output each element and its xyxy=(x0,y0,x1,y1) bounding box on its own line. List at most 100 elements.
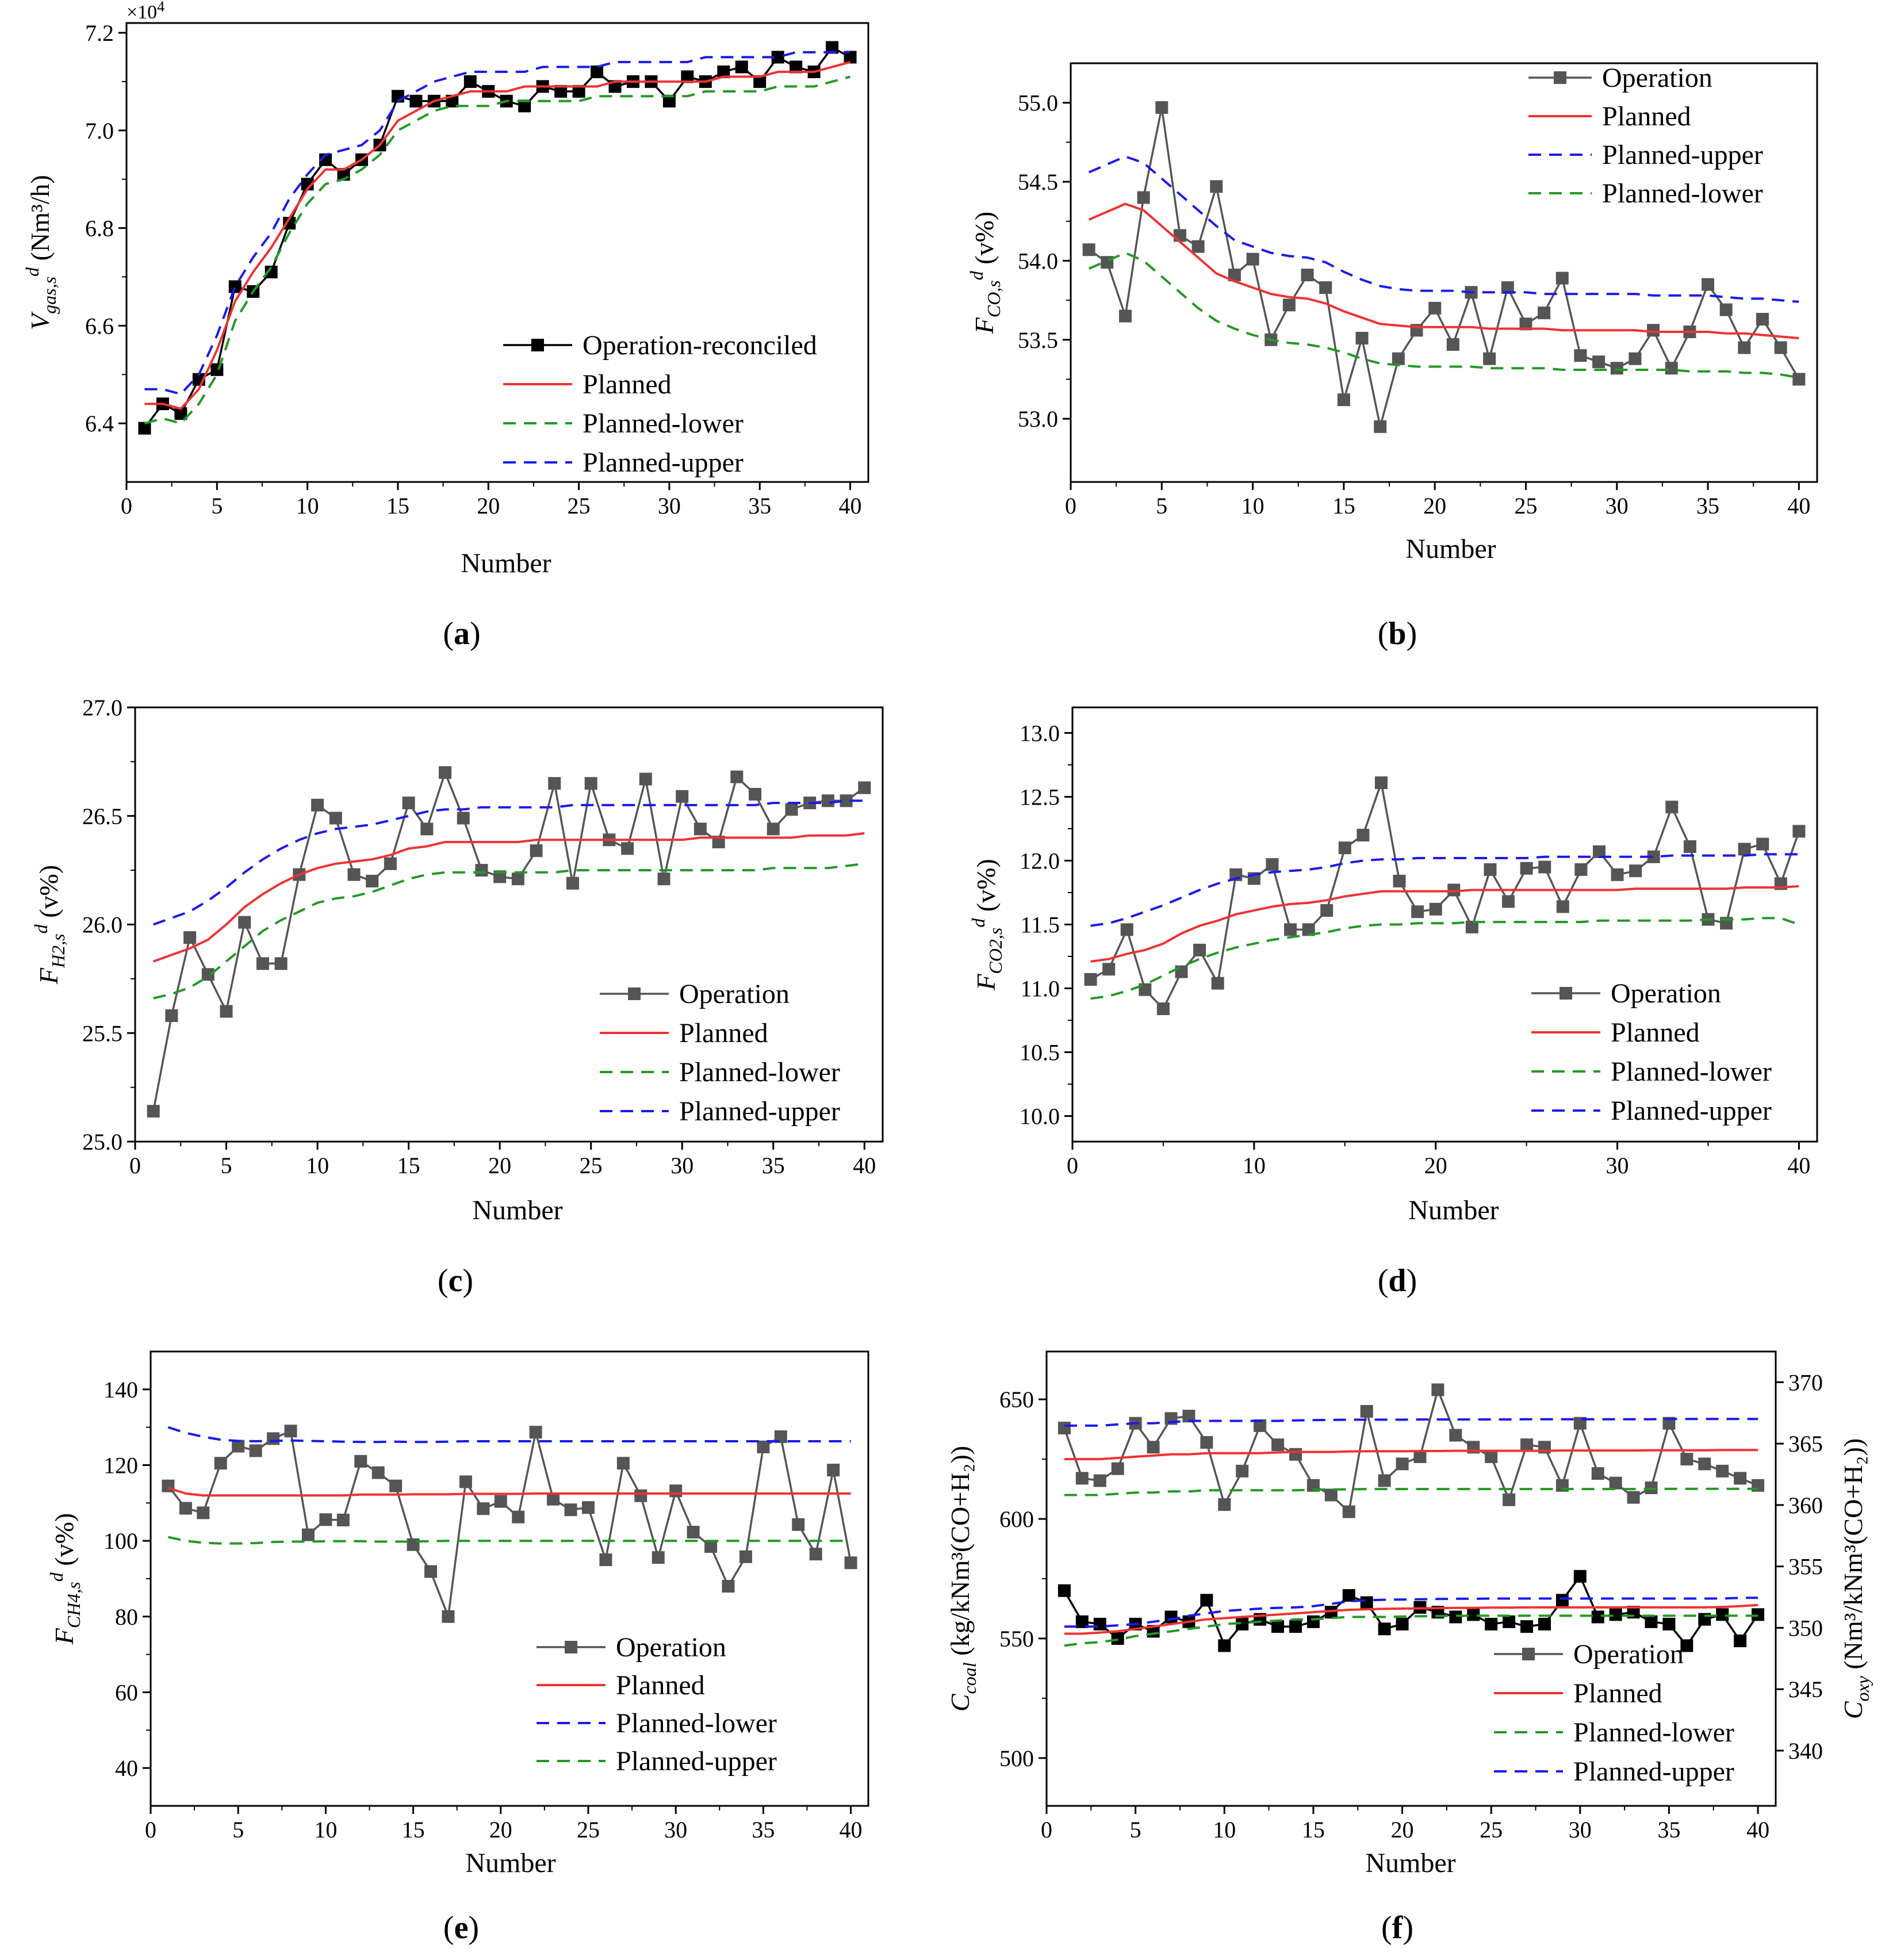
series-planned-lower-2 xyxy=(153,862,865,1000)
data-point xyxy=(1360,1404,1373,1418)
data-point xyxy=(1698,1457,1711,1471)
series-line xyxy=(1090,885,1799,963)
x-tick-label: 5 xyxy=(211,493,223,519)
x-axis-label: Number xyxy=(1408,1195,1499,1226)
data-point xyxy=(1629,864,1642,878)
x-tick-label: 0 xyxy=(129,1153,141,1178)
data-point xyxy=(1282,298,1296,312)
data-point xyxy=(1301,269,1314,282)
data-point xyxy=(1447,883,1461,897)
x-tick-label: 10 xyxy=(1243,1153,1266,1178)
legend-label: Planned xyxy=(616,1670,705,1701)
data-point xyxy=(475,864,488,877)
data-point xyxy=(753,75,767,88)
data-point xyxy=(1413,1450,1427,1463)
data-point xyxy=(1075,1615,1089,1628)
data-point xyxy=(1538,1618,1551,1630)
series-line xyxy=(1063,1388,1758,1513)
x-tick-label: 15 xyxy=(1302,1817,1325,1843)
data-point xyxy=(1702,278,1715,291)
data-point xyxy=(1392,352,1405,365)
data-point xyxy=(572,85,585,98)
data-point xyxy=(1164,1610,1178,1624)
legend-marker xyxy=(565,1641,577,1653)
data-point xyxy=(722,1580,735,1593)
series-planned-upper-3 xyxy=(167,1536,851,1545)
y2-tick-label: 360 xyxy=(1788,1492,1823,1518)
data-point xyxy=(518,99,531,113)
data-point xyxy=(1324,1606,1338,1619)
series-line xyxy=(167,1487,851,1497)
data-point xyxy=(220,1005,233,1018)
data-point xyxy=(739,1550,752,1563)
x-tick-label: 15 xyxy=(397,1153,420,1178)
x-tick-label: 20 xyxy=(1391,1817,1414,1843)
y-tick-label: 60 xyxy=(115,1680,138,1706)
data-point xyxy=(1519,317,1532,331)
data-point xyxy=(1716,1464,1729,1477)
data-point xyxy=(424,1565,438,1578)
series-line xyxy=(144,60,851,410)
legend: Operation Planned Planned-lower Planned-upp… xyxy=(537,1632,777,1777)
x-tick-label: 20 xyxy=(489,1817,512,1843)
series-line xyxy=(153,832,865,963)
data-point xyxy=(283,217,296,230)
x-axis-label: Number xyxy=(1365,1848,1455,1878)
data-point xyxy=(1378,1622,1391,1636)
data-point xyxy=(1211,977,1224,990)
legend-item: Planned-upper xyxy=(1494,1756,1734,1787)
data-point xyxy=(1556,900,1569,913)
data-point xyxy=(493,870,507,883)
data-point xyxy=(1662,1618,1676,1630)
data-point xyxy=(1236,1618,1249,1630)
data-point xyxy=(676,790,689,803)
x-tick-label: 25 xyxy=(1514,493,1537,519)
data-point xyxy=(1774,341,1787,354)
y2-tick-label: 350 xyxy=(1788,1615,1823,1641)
data-point xyxy=(463,75,477,88)
data-point xyxy=(1200,1594,1213,1607)
x-tick-label: 30 xyxy=(658,493,681,519)
series-planned-upper-3 xyxy=(144,51,850,396)
y-tick-label: 6.4 xyxy=(85,411,114,437)
data-point xyxy=(1118,309,1132,323)
data-point xyxy=(564,1503,577,1517)
data-point xyxy=(1611,868,1624,881)
x-tick-label: 20 xyxy=(488,1153,511,1178)
y-tick-label: 53.5 xyxy=(1018,327,1058,353)
legend-item: Operation xyxy=(1531,978,1721,1009)
chart-panel-c: 0 5 10 15 20 25 30 35 40 25.0 25.5 26.0 26.5 27.0 FH2,… xyxy=(30,695,884,1299)
data-point xyxy=(1520,1438,1534,1452)
series-line xyxy=(1088,202,1799,339)
x-tick-label: 40 xyxy=(839,493,862,519)
data-point xyxy=(735,60,748,74)
data-point xyxy=(210,363,224,376)
chart-panel-d: 0 10 20 30 40 10.0 10.5 11.0 11.5 12.0 12.5 13.0 FCO… xyxy=(968,706,1818,1299)
legend-label: Operation xyxy=(616,1632,726,1663)
data-point xyxy=(840,794,853,807)
data-point xyxy=(844,51,857,64)
series-line xyxy=(1064,1418,1758,1427)
data-point xyxy=(1284,923,1297,936)
data-point xyxy=(1449,1429,1462,1442)
x-tick-label: 20 xyxy=(1423,493,1446,519)
y-tick-label: 10.0 xyxy=(1020,1104,1060,1130)
series-line xyxy=(1064,1614,1758,1647)
data-point xyxy=(511,872,524,886)
x-tick-label: 40 xyxy=(1746,1817,1769,1843)
data-point xyxy=(1738,341,1751,354)
data-point xyxy=(652,1551,665,1564)
data-point xyxy=(1137,191,1150,204)
data-point xyxy=(1355,332,1369,345)
chart-panel-b: 0 5 10 15 20 25 30 35 40 53.0 53.5 54.0 54.5 55.0 FCO,… xyxy=(966,62,1818,652)
x-tick-label: 20 xyxy=(477,493,500,519)
x-tick-label: 10 xyxy=(314,1817,337,1843)
legend-item: Operation xyxy=(600,979,790,1009)
series-planned-lower-6 xyxy=(1064,1614,1758,1647)
series-operation-reconciled-0 xyxy=(138,41,857,435)
data-point xyxy=(267,1432,280,1445)
data-point xyxy=(1337,393,1350,407)
x-tick-label: 10 xyxy=(1213,1817,1236,1843)
data-point xyxy=(591,65,604,78)
x-tick-label: 15 xyxy=(402,1817,425,1843)
